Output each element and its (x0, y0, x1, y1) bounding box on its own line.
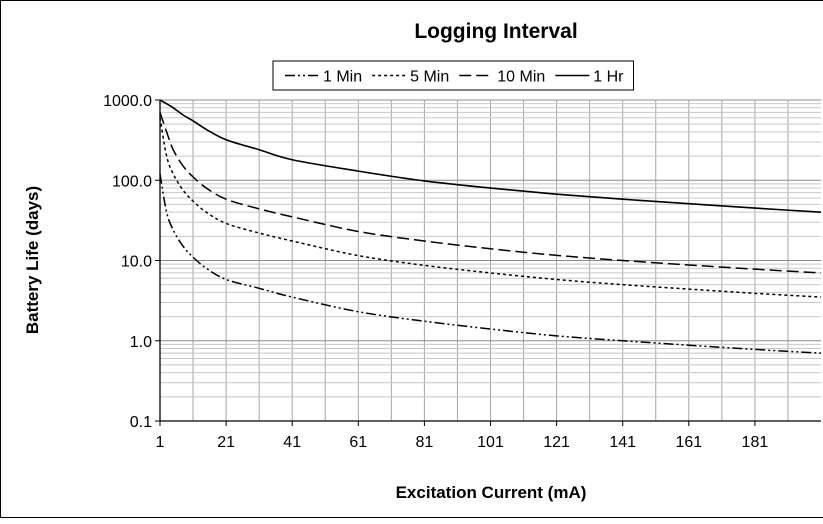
grid-lines (160, 99, 821, 421)
series-line-1-min (159, 173, 822, 354)
legend-label: 5 Min (410, 69, 449, 86)
x-tick-label: 41 (283, 434, 301, 451)
x-tick-label: 1 (156, 434, 165, 451)
chart-title: Logging Interval (414, 20, 577, 43)
y-tick-label: 1000.0 (103, 93, 152, 110)
series-lines (159, 99, 822, 354)
legend-label: 1 Min (323, 69, 362, 86)
series-line-1-hr (159, 99, 822, 213)
legend: 1 Min 5 Min 10 Min 1 Hr (272, 60, 635, 91)
y-tick-label: 1.0 (130, 334, 152, 351)
y-tick-label: 0.1 (130, 414, 152, 431)
tick-labels: 1 21 41 61 81 101 121 141 161 1810.11.010.0100.01… (103, 93, 768, 451)
y-tick-label: 10.0 (121, 254, 152, 271)
x-tick-label: 141 (609, 434, 636, 451)
x-tick-label: 101 (477, 434, 504, 451)
x-tick-label: 61 (349, 434, 367, 451)
series-line-10-min (159, 112, 822, 274)
legend-label: 10 Min (497, 69, 545, 86)
y-tick-label: 100.0 (112, 173, 152, 190)
x-tick-label: 81 (416, 434, 434, 451)
x-tick-label: 121 (543, 434, 570, 451)
x-tick-label: 21 (217, 434, 235, 451)
x-tick-label: 181 (742, 434, 769, 451)
x-tick-label: 161 (675, 434, 702, 451)
x-axis-title: Excitation Current (mA) (396, 483, 587, 502)
legend-label: 1 Hr (593, 69, 624, 86)
y-axis-title: Battery Life (days) (23, 186, 42, 334)
series-line-5-min (159, 117, 822, 298)
